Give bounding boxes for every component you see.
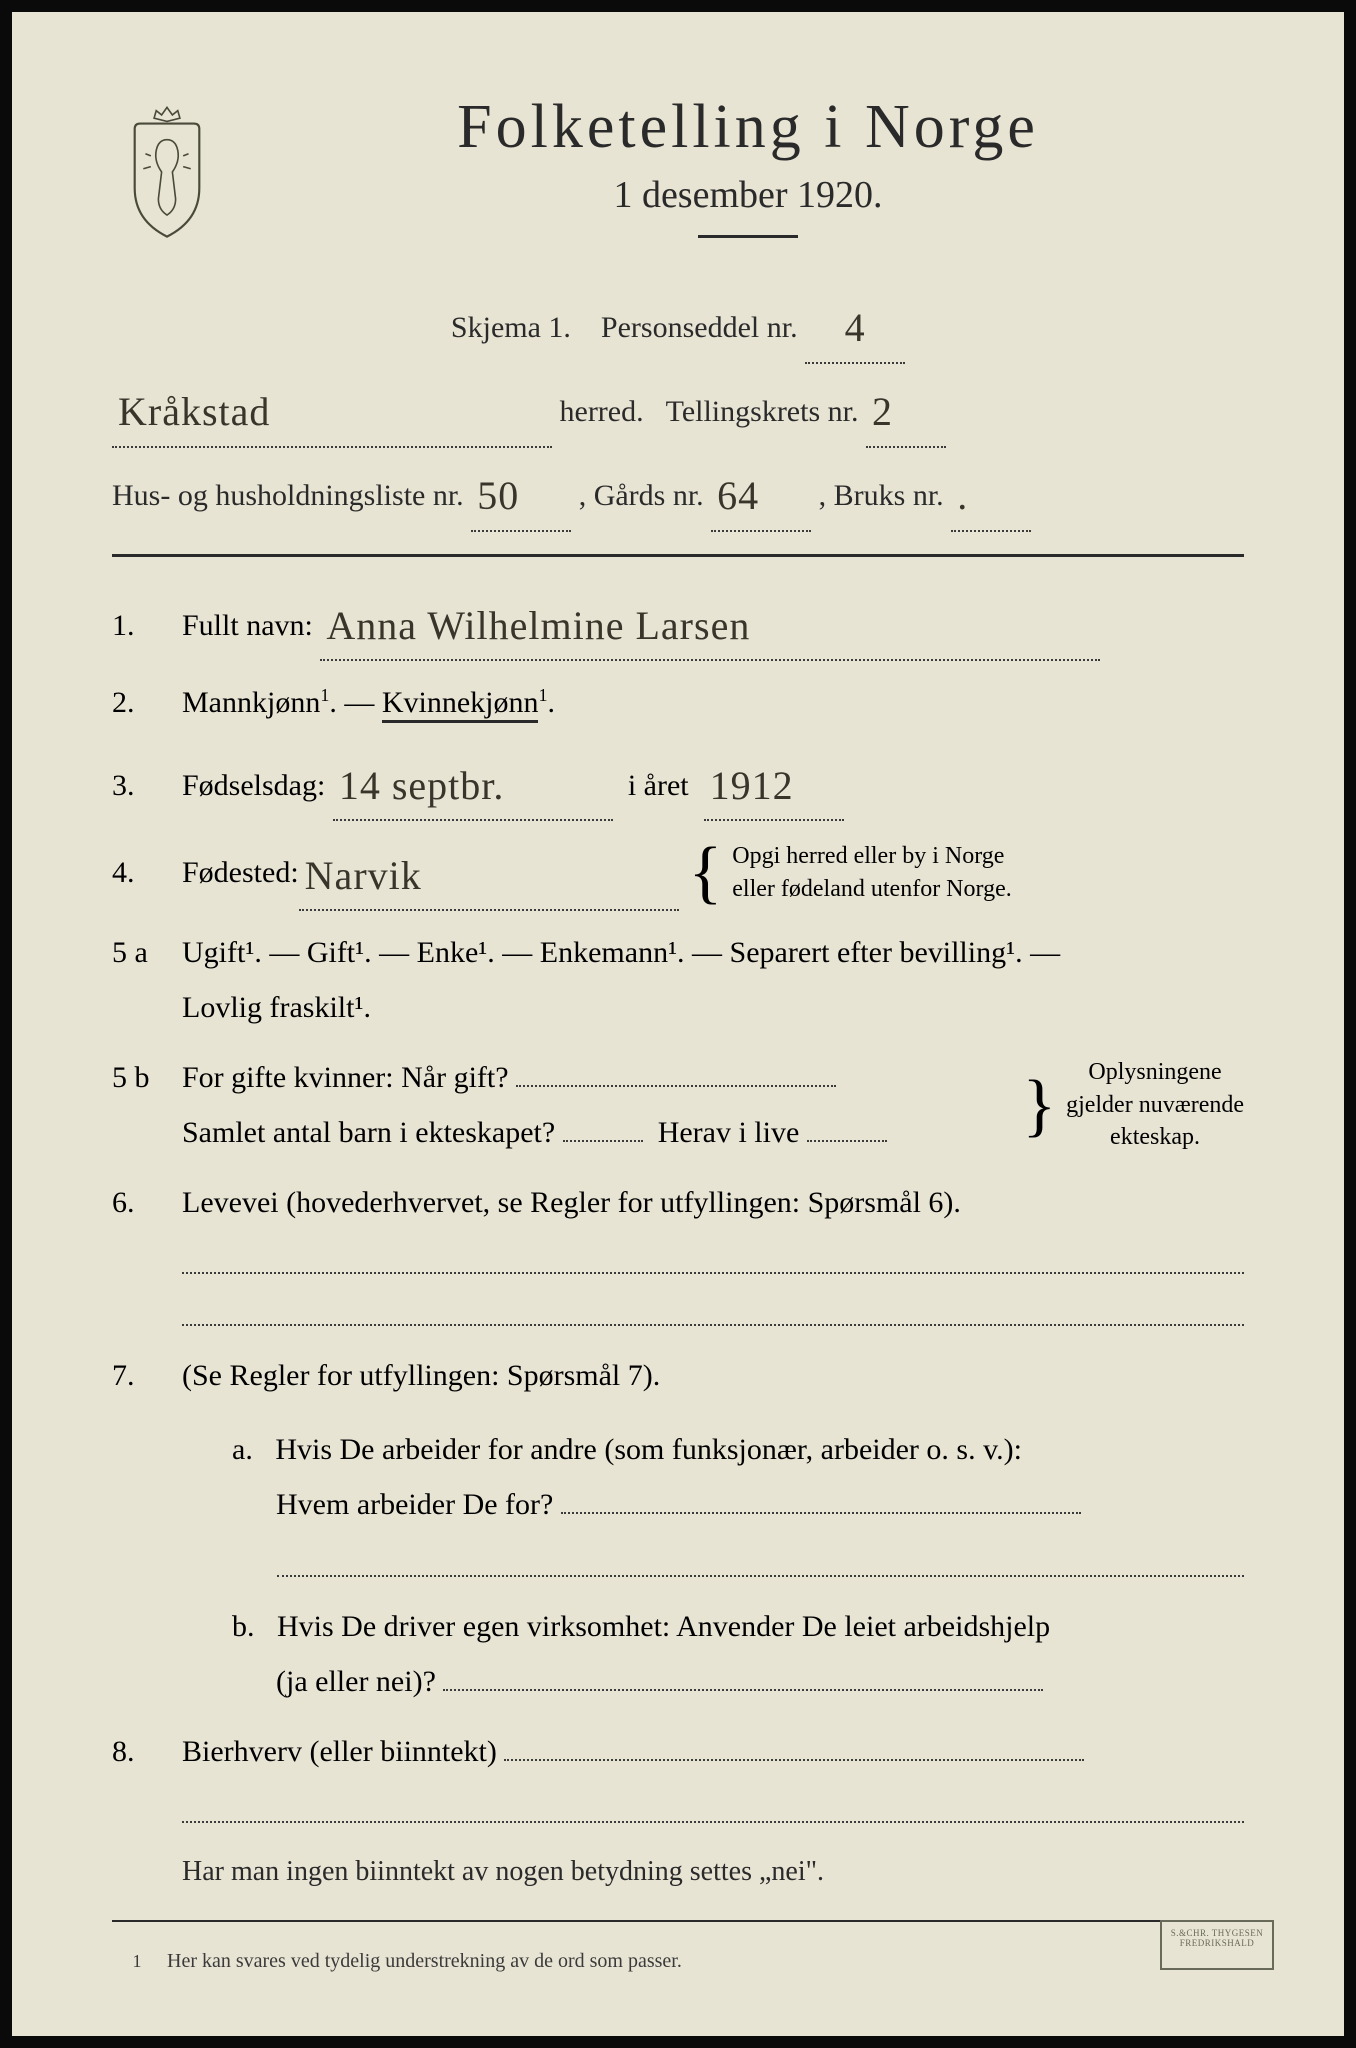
q5b-line1-label: For gifte kvinner: Når gift? [182, 1061, 509, 1094]
q5b-line2-mid: Herav i live [658, 1116, 800, 1149]
husliste-label: Hus- og husholdningsliste nr. [112, 479, 464, 512]
personseddel-value: 4 [839, 305, 872, 350]
q3-year-value: 1912 [704, 763, 800, 808]
q5b-num: 5 b [112, 1061, 182, 1095]
q1-row: 1. Fullt navn: Anna Wilhelmine Larsen [112, 585, 1244, 661]
q7-num: 7. [112, 1359, 182, 1393]
q3-row: 3. Fødselsdag: 14 septbr. i året 1912 [112, 745, 1244, 821]
subtitle-date: 1 desember 1920. [252, 173, 1244, 217]
q3-day-value: 14 septbr. [333, 763, 511, 808]
footnote-num: 1 [112, 1951, 162, 1972]
brace-icon: { [689, 848, 723, 897]
section-rule-1 [112, 554, 1244, 557]
q4-row: 4. Fødested: Narvik { Opgi herred eller … [112, 835, 1244, 911]
q6-num: 6. [112, 1186, 182, 1220]
q3-year-label: i året [628, 769, 689, 802]
q7b-num: b. [232, 1610, 255, 1643]
q4-note: Opgi herred eller by i Norge eller fødel… [732, 840, 1011, 905]
tellingskrets-label: Tellingskrets nr. [666, 395, 859, 428]
footnote-text: Her kan svares ved tydelig understreknin… [167, 1950, 682, 1972]
coat-of-arms-icon [112, 102, 222, 242]
q6-blank-2 [182, 1296, 1244, 1326]
q8-label: Bierhverv (eller biinntekt) [182, 1735, 497, 1768]
title-rule [698, 235, 798, 238]
q5b-line2-label: Samlet antal barn i ekteskapet? [182, 1116, 555, 1149]
q7b-line1: Hvis De driver egen virksomhet: Anvender… [277, 1610, 1050, 1643]
title-block: Folketelling i Norge 1 desember 1920. [252, 92, 1244, 266]
q7a-num: a. [232, 1433, 253, 1466]
husliste-value: 50 [471, 473, 525, 518]
q7a-line1: Hvis De arbeider for andre (som funksjon… [275, 1433, 1022, 1466]
footer-rule [112, 1920, 1244, 1922]
q7b-line2: (ja eller nei)? [276, 1665, 436, 1698]
q5a-row: 5 a Ugift¹. — Gift¹. — Enke¹. — Enkemann… [112, 925, 1244, 1036]
bruks-label: , Bruks nr. [819, 479, 944, 512]
q2-mann: Mannkjønn [182, 686, 320, 719]
header: Folketelling i Norge 1 desember 1920. [112, 92, 1244, 266]
census-form-page: Folketelling i Norge 1 desember 1920. Sk… [0, 0, 1356, 2048]
brace-icon-2: } [1022, 1081, 1056, 1130]
q6-text: Levevei (hovederhvervet, se Regler for u… [182, 1175, 1244, 1231]
q7b-row: b. Hvis De driver egen virksomhet: Anven… [112, 1599, 1244, 1710]
q8-row: 8. Bierhverv (eller biinntekt) [112, 1724, 1244, 1780]
q5b-row: 5 b For gifte kvinner: Når gift? Samlet … [112, 1050, 1244, 1161]
gards-label: , Gårds nr. [579, 479, 704, 512]
q7-row: 7. (Se Regler for utfyllingen: Spørsmål … [112, 1348, 1244, 1533]
q5a-line2: Lovlig fraskilt¹. [182, 991, 371, 1024]
herred-line: Kråkstad herred. Tellingskrets nr. 2 [112, 370, 1244, 448]
q1-label: Fullt navn: [182, 609, 313, 642]
q4-label: Fødested: [182, 845, 299, 901]
herred-label: herred. [560, 395, 644, 428]
printer-stamp: S.&CHR. THYGESEN FREDRIKSHALD [1160, 1920, 1274, 1970]
q3-label: Fødselsdag: [182, 769, 325, 802]
tellingskrets-value: 2 [866, 389, 899, 434]
husliste-line: Hus- og husholdningsliste nr. 50 , Gårds… [112, 454, 1244, 532]
q5a-num: 5 a [112, 936, 182, 970]
q1-value: Anna Wilhelmine Larsen [320, 603, 756, 648]
q4-value: Narvik [299, 853, 428, 898]
q5a-options: Ugift¹. — Gift¹. — Enke¹. — Enkemann¹. —… [182, 936, 1060, 969]
q2-num: 2. [112, 686, 182, 720]
q4-num: 4. [112, 856, 182, 890]
q8-num: 8. [112, 1735, 182, 1769]
q7a-line2: Hvem arbeider De for? [276, 1488, 553, 1521]
q6-row: 6. Levevei (hovederhvervet, se Regler fo… [112, 1175, 1244, 1231]
q6-blank-1 [182, 1244, 1244, 1274]
q2-row: 2. Mannkjønn1. — Kvinnekjønn1. [112, 675, 1244, 731]
skjema-label: Skjema 1. [451, 311, 571, 344]
bruks-value: . [951, 473, 974, 518]
q2-kvinne: Kvinnekjønn [382, 686, 539, 723]
q1-num: 1. [112, 609, 182, 643]
skjema-line: Skjema 1. Personseddel nr. 4 [112, 286, 1244, 364]
q5b-note: Oplysningene gjelder nuværende ekteskap. [1066, 1056, 1244, 1153]
footnote: 1 Her kan svares ved tydelig understrekn… [112, 1950, 1244, 1973]
gards-value: 64 [711, 473, 765, 518]
personseddel-label: Personseddel nr. [601, 311, 798, 344]
q3-num: 3. [112, 769, 182, 803]
footer-note: Har man ingen biinntekt av nogen betydni… [182, 1845, 1244, 1898]
q7a-blank [277, 1547, 1244, 1577]
main-title: Folketelling i Norge [252, 92, 1244, 163]
herred-value: Kråkstad [112, 389, 276, 434]
q7-intro: (Se Regler for utfyllingen: Spørsmål 7). [182, 1359, 660, 1392]
q8-blank [182, 1793, 1244, 1823]
